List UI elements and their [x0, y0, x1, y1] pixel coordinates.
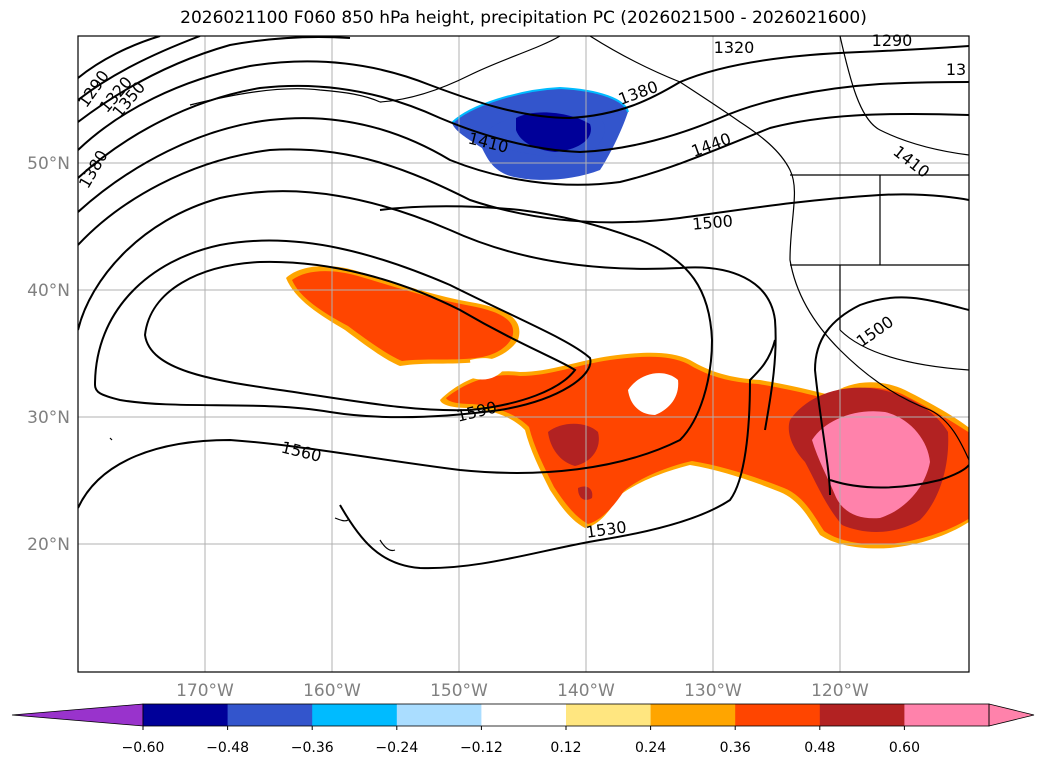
- contour-label-1500-east: 1500: [853, 312, 897, 351]
- colorbar-tick-label: −0.36: [291, 740, 334, 756]
- lon-label-140w: 140°W: [557, 681, 615, 701]
- colorbar-tick-label: 0.60: [889, 740, 920, 756]
- map-area: [78, 36, 969, 672]
- colorbar-tick-label: −0.60: [122, 740, 165, 756]
- colorbar-cell: [819, 704, 905, 726]
- precip-positive-region-band: [440, 352, 969, 549]
- colorbar-tick-label: 0.48: [804, 740, 835, 756]
- colorbar-arrow-left: [11, 703, 144, 727]
- lon-label-170w: 170°W: [176, 681, 234, 701]
- contour-label-1290-north: 1290: [872, 31, 913, 50]
- lat-label-40n: 40°N: [27, 281, 70, 301]
- contour-label-1380-west: 1380: [75, 147, 112, 192]
- graticule: [78, 36, 969, 672]
- colorbar-cell: [396, 704, 482, 726]
- lon-label-160w: 160°W: [303, 681, 361, 701]
- colorbar-tick-label: 0.36: [720, 740, 751, 756]
- contour-label-1440: 1440: [689, 129, 734, 161]
- lon-label-120w: 120°W: [811, 681, 869, 701]
- colorbar-cell: [481, 704, 567, 726]
- lat-label-30n: 30°N: [27, 408, 70, 428]
- lon-label-150w: 150°W: [430, 681, 488, 701]
- map-title: 2026021100 F060 850 hPa height, precipit…: [180, 8, 867, 28]
- lat-label-20n: 20°N: [27, 535, 70, 555]
- colorbar-cell: [143, 704, 229, 726]
- colorbar-tick-label: −0.48: [206, 740, 249, 756]
- height-contours: [78, 36, 969, 570]
- contour-label-1320-north: 1320: [714, 38, 755, 57]
- contour-label-1560: 1560: [279, 438, 323, 466]
- colorbar-cell: [312, 704, 398, 726]
- colorbar-tick-label: 0.24: [635, 740, 666, 756]
- longitude-labels: 170°W 160°W 150°W 140°W 130°W 120°W: [176, 681, 869, 701]
- colorbar-cell: [904, 704, 990, 726]
- colorbar-cell: [566, 704, 652, 726]
- colorbar-tick-label: −0.24: [375, 740, 418, 756]
- lon-label-130w: 130°W: [684, 681, 742, 701]
- colorbar-arrow-right: [988, 703, 1035, 727]
- colorbar-cell: [735, 704, 821, 726]
- map-frame: [77, 35, 970, 673]
- colorbar-cell: [227, 704, 313, 726]
- contour-label-13-edge: 13: [946, 60, 966, 79]
- precip-negative-region: [451, 86, 629, 180]
- colorbar-tick-label: −0.12: [460, 740, 503, 756]
- latitude-labels: 50°N 40°N 30°N 20°N: [27, 154, 70, 555]
- contour-label-1500-center: 1500: [691, 211, 733, 233]
- colorbar-tick-label: 0.12: [550, 740, 581, 756]
- lat-label-50n: 50°N: [27, 154, 70, 174]
- colorbar: −0.60 −0.48 −0.36 −0.24 −0.12 0.12 0.24 0.36 0.4…: [11, 703, 1035, 756]
- colorbar-cell: [650, 704, 736, 726]
- precip-positive-region-west: [286, 266, 520, 366]
